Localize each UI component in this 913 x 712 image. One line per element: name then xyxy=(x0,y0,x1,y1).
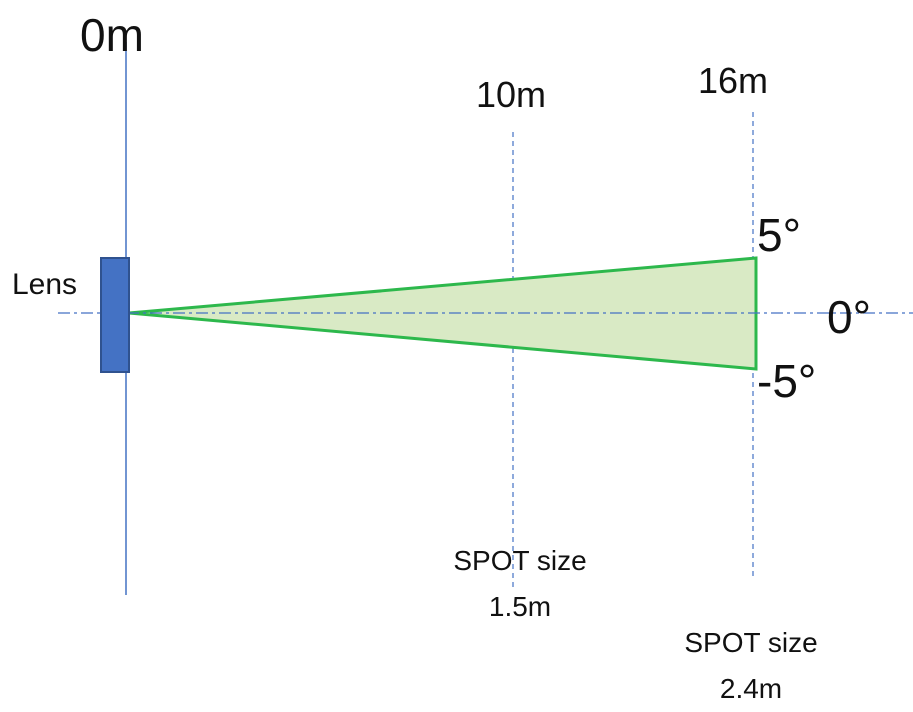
far-spot-value: 2.4m xyxy=(719,673,783,704)
mid-spot-note: SPOT size 1.5m xyxy=(430,538,610,630)
angle-top-label: 5° xyxy=(757,209,801,261)
mid-spot-value: 1.5m xyxy=(488,591,552,622)
angle-center-label: 0° xyxy=(827,291,871,343)
lens-block xyxy=(100,257,130,373)
mid-distance-label: 10m xyxy=(476,74,547,115)
origin-label: 0m xyxy=(80,9,144,61)
far-distance-label: 16m xyxy=(698,60,769,101)
angle-bottom-label: -5° xyxy=(757,355,817,407)
far-spot-note: SPOT size 2.4m xyxy=(661,620,841,712)
far-spot-title: SPOT size xyxy=(684,627,818,658)
mid-spot-title: SPOT size xyxy=(453,545,587,576)
lens-label: Lens xyxy=(12,268,78,301)
